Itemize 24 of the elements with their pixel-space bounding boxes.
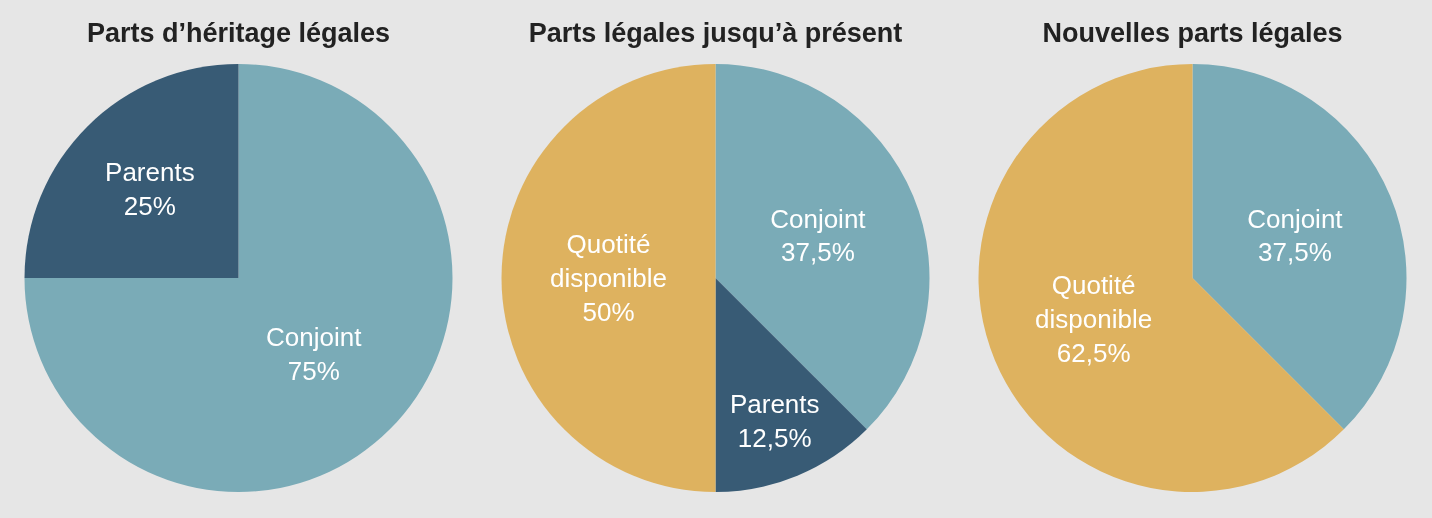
- data-label: 25%: [123, 191, 176, 222]
- pie-slice: [24, 64, 239, 278]
- data-label: 75%: [287, 355, 340, 386]
- slice-label: Conjoint: [266, 321, 363, 352]
- data-label: 37,5%: [781, 237, 855, 268]
- data-label: 62,5%: [1056, 337, 1131, 368]
- data-label: 12,5%: [737, 422, 812, 453]
- pie-slice: [1192, 64, 1407, 430]
- pie-slice: [501, 64, 716, 492]
- data-label: 37,5%: [1258, 237, 1332, 268]
- slice-label: Conjoint: [770, 203, 867, 234]
- pie-slice: [715, 278, 867, 492]
- chart-title: Parts légales jusqu’à présent: [528, 18, 903, 49]
- chart-title: Parts d’héritage légales: [86, 18, 391, 49]
- chart-title: Nouvelles parts légales: [1042, 18, 1343, 49]
- pie-slice: [978, 64, 1344, 492]
- slice-label: Quotité disponible: [1035, 270, 1153, 334]
- slice-label: Quotité disponible: [549, 229, 668, 293]
- slice-label: Parents: [729, 389, 820, 420]
- data-label: 50%: [582, 296, 635, 327]
- pie-slice: [715, 64, 930, 430]
- pie-slice: [24, 64, 453, 492]
- slice-label: Conjoint: [1247, 203, 1344, 234]
- slice-label: Parents: [105, 157, 195, 188]
